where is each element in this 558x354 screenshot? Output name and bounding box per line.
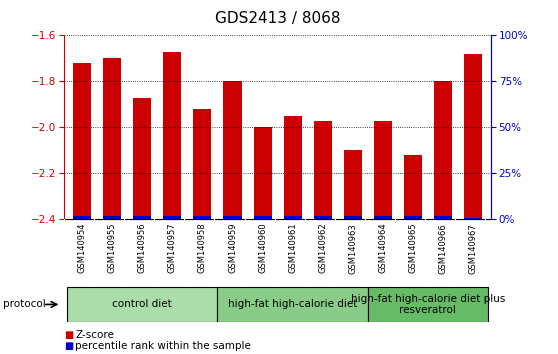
Bar <box>404 155 422 219</box>
Bar <box>163 216 181 219</box>
Bar <box>194 216 211 219</box>
Text: control diet: control diet <box>113 299 172 309</box>
Text: high-fat high-calorie diet plus
resveratrol: high-fat high-calorie diet plus resverat… <box>351 293 505 315</box>
Bar <box>434 81 452 219</box>
Bar <box>133 216 151 219</box>
Bar <box>314 120 331 219</box>
Bar <box>314 216 331 219</box>
Text: ■: ■ <box>64 330 74 340</box>
Bar <box>194 109 211 219</box>
Bar <box>163 51 181 219</box>
Bar <box>224 216 242 219</box>
Text: GSM140962: GSM140962 <box>318 223 327 274</box>
Text: GDS2413 / 8068: GDS2413 / 8068 <box>215 11 340 25</box>
Text: GSM140967: GSM140967 <box>469 223 478 274</box>
Text: GSM140965: GSM140965 <box>408 223 417 274</box>
Text: GSM140959: GSM140959 <box>228 223 237 273</box>
Bar <box>73 216 91 219</box>
Text: GSM140955: GSM140955 <box>108 223 117 273</box>
Text: GSM140964: GSM140964 <box>378 223 387 274</box>
Bar <box>103 216 121 219</box>
Bar <box>344 150 362 219</box>
Bar <box>73 63 91 219</box>
Bar <box>374 216 392 219</box>
Bar <box>67 287 218 322</box>
Text: GSM140963: GSM140963 <box>348 223 357 274</box>
Text: GSM140958: GSM140958 <box>198 223 207 274</box>
Bar <box>283 116 302 219</box>
Bar <box>283 216 302 219</box>
Text: protocol: protocol <box>3 299 46 309</box>
Bar <box>404 216 422 219</box>
Bar <box>344 216 362 219</box>
Bar <box>218 287 368 322</box>
Bar <box>374 120 392 219</box>
Bar <box>133 98 151 219</box>
Text: high-fat high-calorie diet: high-fat high-calorie diet <box>228 299 357 309</box>
Bar <box>464 218 482 219</box>
Text: percentile rank within the sample: percentile rank within the sample <box>75 341 251 351</box>
Bar <box>103 58 121 219</box>
Bar <box>368 287 488 322</box>
Bar <box>253 216 272 219</box>
Text: GSM140954: GSM140954 <box>78 223 86 273</box>
Text: ■: ■ <box>64 341 74 351</box>
Text: GSM140966: GSM140966 <box>439 223 448 274</box>
Text: Z-score: Z-score <box>75 330 114 340</box>
Text: GSM140957: GSM140957 <box>168 223 177 274</box>
Text: GSM140960: GSM140960 <box>258 223 267 274</box>
Text: GSM140956: GSM140956 <box>138 223 147 274</box>
Bar <box>464 54 482 219</box>
Bar <box>253 127 272 219</box>
Bar <box>224 81 242 219</box>
Bar <box>434 216 452 219</box>
Text: GSM140961: GSM140961 <box>288 223 297 274</box>
